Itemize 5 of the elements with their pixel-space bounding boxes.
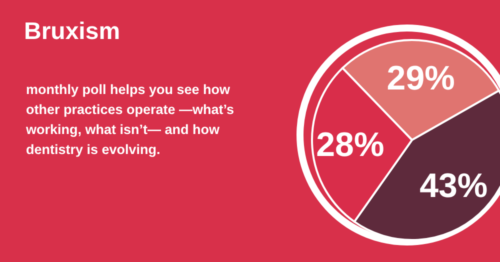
data-label: 29% [386, 60, 455, 98]
text: Bruxism [24, 18, 120, 46]
text: monthly poll helps you see how other practices operate —what’s working, what isn’t— and how dentistry is evolving. [26, 81, 236, 159]
data-label: 28% [316, 126, 384, 164]
data-label: 43% [420, 166, 488, 205]
